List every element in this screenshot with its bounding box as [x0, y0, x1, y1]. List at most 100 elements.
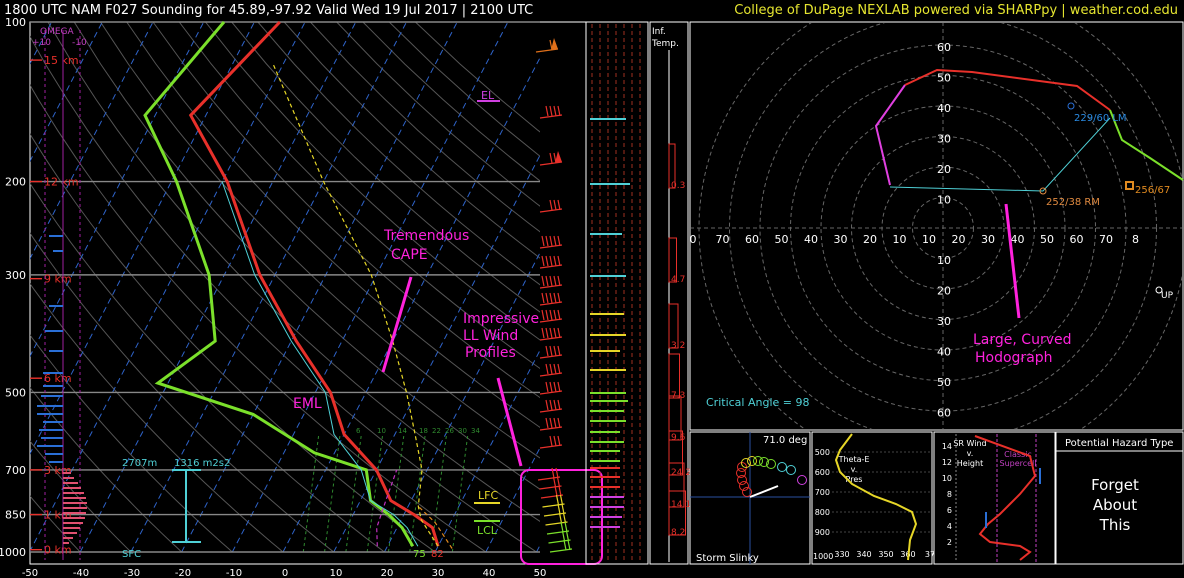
dry-adiabat: [283, 22, 540, 259]
wetbulb-trace: [221, 181, 419, 547]
inflow-bar: [590, 420, 626, 422]
hodograph-panel: 0 70 60 50 40 30 20 10 10 20 30 40 50 60 70 86050403020…: [689, 21, 1184, 431]
inftemp-bar: [668, 143, 676, 189]
mixing-ratio-label: 30: [458, 427, 467, 435]
mixing-ratio-line: [324, 434, 341, 552]
barb-feather: [557, 275, 561, 287]
srh-value: 1316 m2s2: [174, 458, 230, 469]
hodo-x-label: 60: [1070, 233, 1084, 246]
srwind-title: SR Wind v. Height: [953, 439, 986, 468]
inftemp-bar: [668, 490, 686, 536]
dry-adiabat: [388, 22, 540, 157]
critical-angle: Critical Angle = 98: [706, 396, 809, 409]
barb-shaft: [539, 372, 563, 377]
dry-adiabat: [30, 386, 182, 552]
theta-y-tick: 600: [815, 468, 830, 477]
inflow-bar: [590, 506, 624, 508]
barb-feather: [545, 105, 549, 117]
barb-flag: [551, 38, 558, 50]
barb-feather: [545, 275, 549, 287]
wind-barb: [548, 530, 571, 544]
inflow-bar: [590, 450, 620, 452]
barb-feather: [541, 235, 545, 247]
dry-adiabat: [310, 22, 540, 233]
barb-feather: [549, 363, 553, 375]
barb-shaft: [537, 476, 561, 481]
wind-barb: [539, 345, 563, 359]
srwind-y-tick: 6: [947, 506, 952, 515]
dry-adiabat: [73, 22, 540, 490]
barb-feather: [557, 435, 561, 447]
supercell-label: Classic Supercell: [999, 450, 1036, 468]
hodo-x-label: 60: [745, 233, 759, 246]
omega-left-label: +10: [32, 38, 51, 48]
barb-feather: [553, 435, 557, 447]
mixing-ratio-label: 14: [398, 427, 407, 435]
wind-barb: [539, 292, 563, 306]
mixing-ratio-line: [409, 434, 426, 552]
barb-feather: [564, 521, 568, 533]
theta-title: Theta-E v. Pres: [838, 455, 870, 484]
barb-feather: [557, 399, 561, 411]
barb-feather: [557, 363, 561, 375]
pressure-tick-label: 500: [5, 386, 26, 399]
temp-tick-label: -50: [22, 568, 38, 578]
omega-bar-rising: [63, 527, 80, 529]
barb-feather: [553, 309, 557, 321]
height-label: 15 km: [44, 54, 79, 67]
inflow-bar: [590, 410, 624, 412]
barb-feather: [545, 417, 549, 429]
mixing-ratio-line: [451, 434, 469, 552]
barb-feather: [545, 363, 549, 375]
downdraft-trace: [376, 469, 398, 547]
barb-feather: [557, 199, 561, 211]
dry-adiabat: [30, 35, 537, 552]
barb-feather: [549, 255, 553, 267]
barb-feather: [541, 327, 545, 339]
omega-bar-rising: [63, 492, 84, 494]
theta-frame: [811, 431, 933, 565]
slinky-title: Storm Slinky: [696, 553, 759, 564]
barb-shaft: [549, 548, 573, 553]
isotherm: [79, 22, 357, 552]
hodo-x-label: 70: [1099, 233, 1113, 246]
slinky-ring: [739, 481, 749, 491]
omega-bar-rising: [63, 532, 77, 534]
parcel-trace: [272, 63, 439, 547]
height-label: 1 km: [44, 509, 72, 522]
hodo-y-label: 10: [937, 194, 951, 207]
sounding-title: 1800 UTC NAM F027 Sounding for 45.89,-97…: [4, 3, 534, 18]
barb-feather: [553, 363, 557, 375]
wind-barb: [537, 467, 561, 481]
dry-adiabat: [336, 22, 540, 207]
barb-feather: [541, 292, 545, 304]
pressure-tick-label: 300: [5, 269, 26, 282]
barb-feather: [557, 345, 561, 357]
mixing-ratio-label: 22: [432, 427, 441, 435]
barb-feather: [549, 199, 553, 211]
srwind-y-tick: 12: [942, 458, 952, 467]
wind-barb: [539, 476, 562, 490]
inftemp-frame: [649, 21, 689, 565]
inftemp-bar: [668, 430, 683, 476]
wind-barb: [539, 275, 563, 289]
barb-feather: [561, 503, 565, 515]
inflow-bar: [590, 118, 626, 120]
barb-shaft: [539, 114, 563, 119]
barb-feather: [553, 399, 557, 411]
omega-title: OMEGA: [40, 27, 75, 37]
barb-feather: [557, 327, 561, 339]
barb-feather: [557, 381, 561, 393]
srwind-y-tick: 10: [942, 474, 952, 483]
omega-bar-rising: [63, 497, 86, 499]
barb-shaft: [539, 444, 563, 449]
hodo-x-label: 50: [775, 233, 789, 246]
temp-tick-label: -30: [124, 568, 140, 578]
hazard-panel: Potential Hazard Type Forget About This: [1055, 431, 1184, 565]
sfc-label: SFC: [122, 549, 141, 560]
inftemp-bar: [668, 462, 685, 508]
barb-feather: [549, 435, 553, 447]
hodo-y-label: 20: [937, 285, 951, 298]
